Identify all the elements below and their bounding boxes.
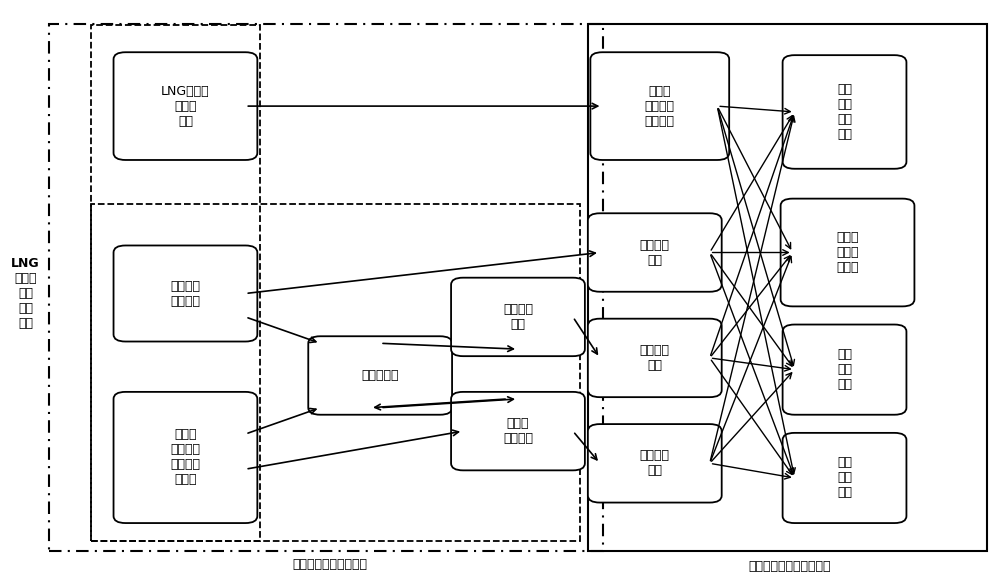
Text: 鱼卵
仔鱼
影响
模块: 鱼卵 仔鱼 影响 模块 (837, 83, 852, 141)
Text: 余氯扩散
模块: 余氯扩散 模块 (503, 303, 533, 331)
Text: 温降影响
模块: 温降影响 模块 (640, 449, 670, 477)
FancyBboxPatch shape (451, 392, 585, 470)
FancyBboxPatch shape (590, 52, 729, 160)
FancyBboxPatch shape (781, 198, 914, 306)
Text: 海洋生物损失量计算模块: 海洋生物损失量计算模块 (748, 561, 831, 573)
FancyBboxPatch shape (451, 278, 585, 356)
FancyBboxPatch shape (588, 424, 722, 502)
Text: 生物灭活
加氯模块: 生物灭活 加氯模块 (170, 279, 200, 308)
Text: 灭活影响
模块: 灭活影响 模块 (640, 238, 670, 266)
FancyBboxPatch shape (114, 392, 257, 523)
Text: 运营情景动态组合模块: 运营情景动态组合模块 (293, 558, 368, 571)
Bar (588, 24, 987, 551)
Bar (91, 204, 580, 541)
FancyBboxPatch shape (783, 55, 906, 169)
Bar (91, 25, 260, 541)
FancyBboxPatch shape (783, 433, 906, 523)
Bar (49, 24, 603, 551)
FancyBboxPatch shape (114, 245, 257, 342)
Text: 温降控
制、余氯
控制及排
水模块: 温降控 制、余氯 控制及排 水模块 (170, 429, 200, 487)
Text: LNG汽化用
水取水
模块: LNG汽化用 水取水 模块 (161, 85, 210, 127)
FancyBboxPatch shape (588, 213, 722, 292)
FancyBboxPatch shape (783, 325, 906, 415)
Text: 冷排水
扩散模块: 冷排水 扩散模块 (503, 417, 533, 445)
Text: 浮游动
植物影
响模块: 浮游动 植物影 响模块 (836, 231, 859, 274)
Text: 成体
影响
模块: 成体 影响 模块 (837, 457, 852, 500)
Text: 潮流场模型: 潮流场模型 (361, 369, 399, 382)
Text: 取水口
机械卷载
影响模块: 取水口 机械卷载 影响模块 (645, 85, 675, 127)
FancyBboxPatch shape (114, 52, 257, 160)
Text: 余氯影响
模块: 余氯影响 模块 (640, 344, 670, 372)
FancyBboxPatch shape (308, 336, 452, 415)
Text: 幼体
影响
模块: 幼体 影响 模块 (837, 348, 852, 391)
FancyBboxPatch shape (588, 319, 722, 397)
Text: LNG
接收站
运行
工况
模块: LNG 接收站 运行 工况 模块 (11, 257, 40, 330)
